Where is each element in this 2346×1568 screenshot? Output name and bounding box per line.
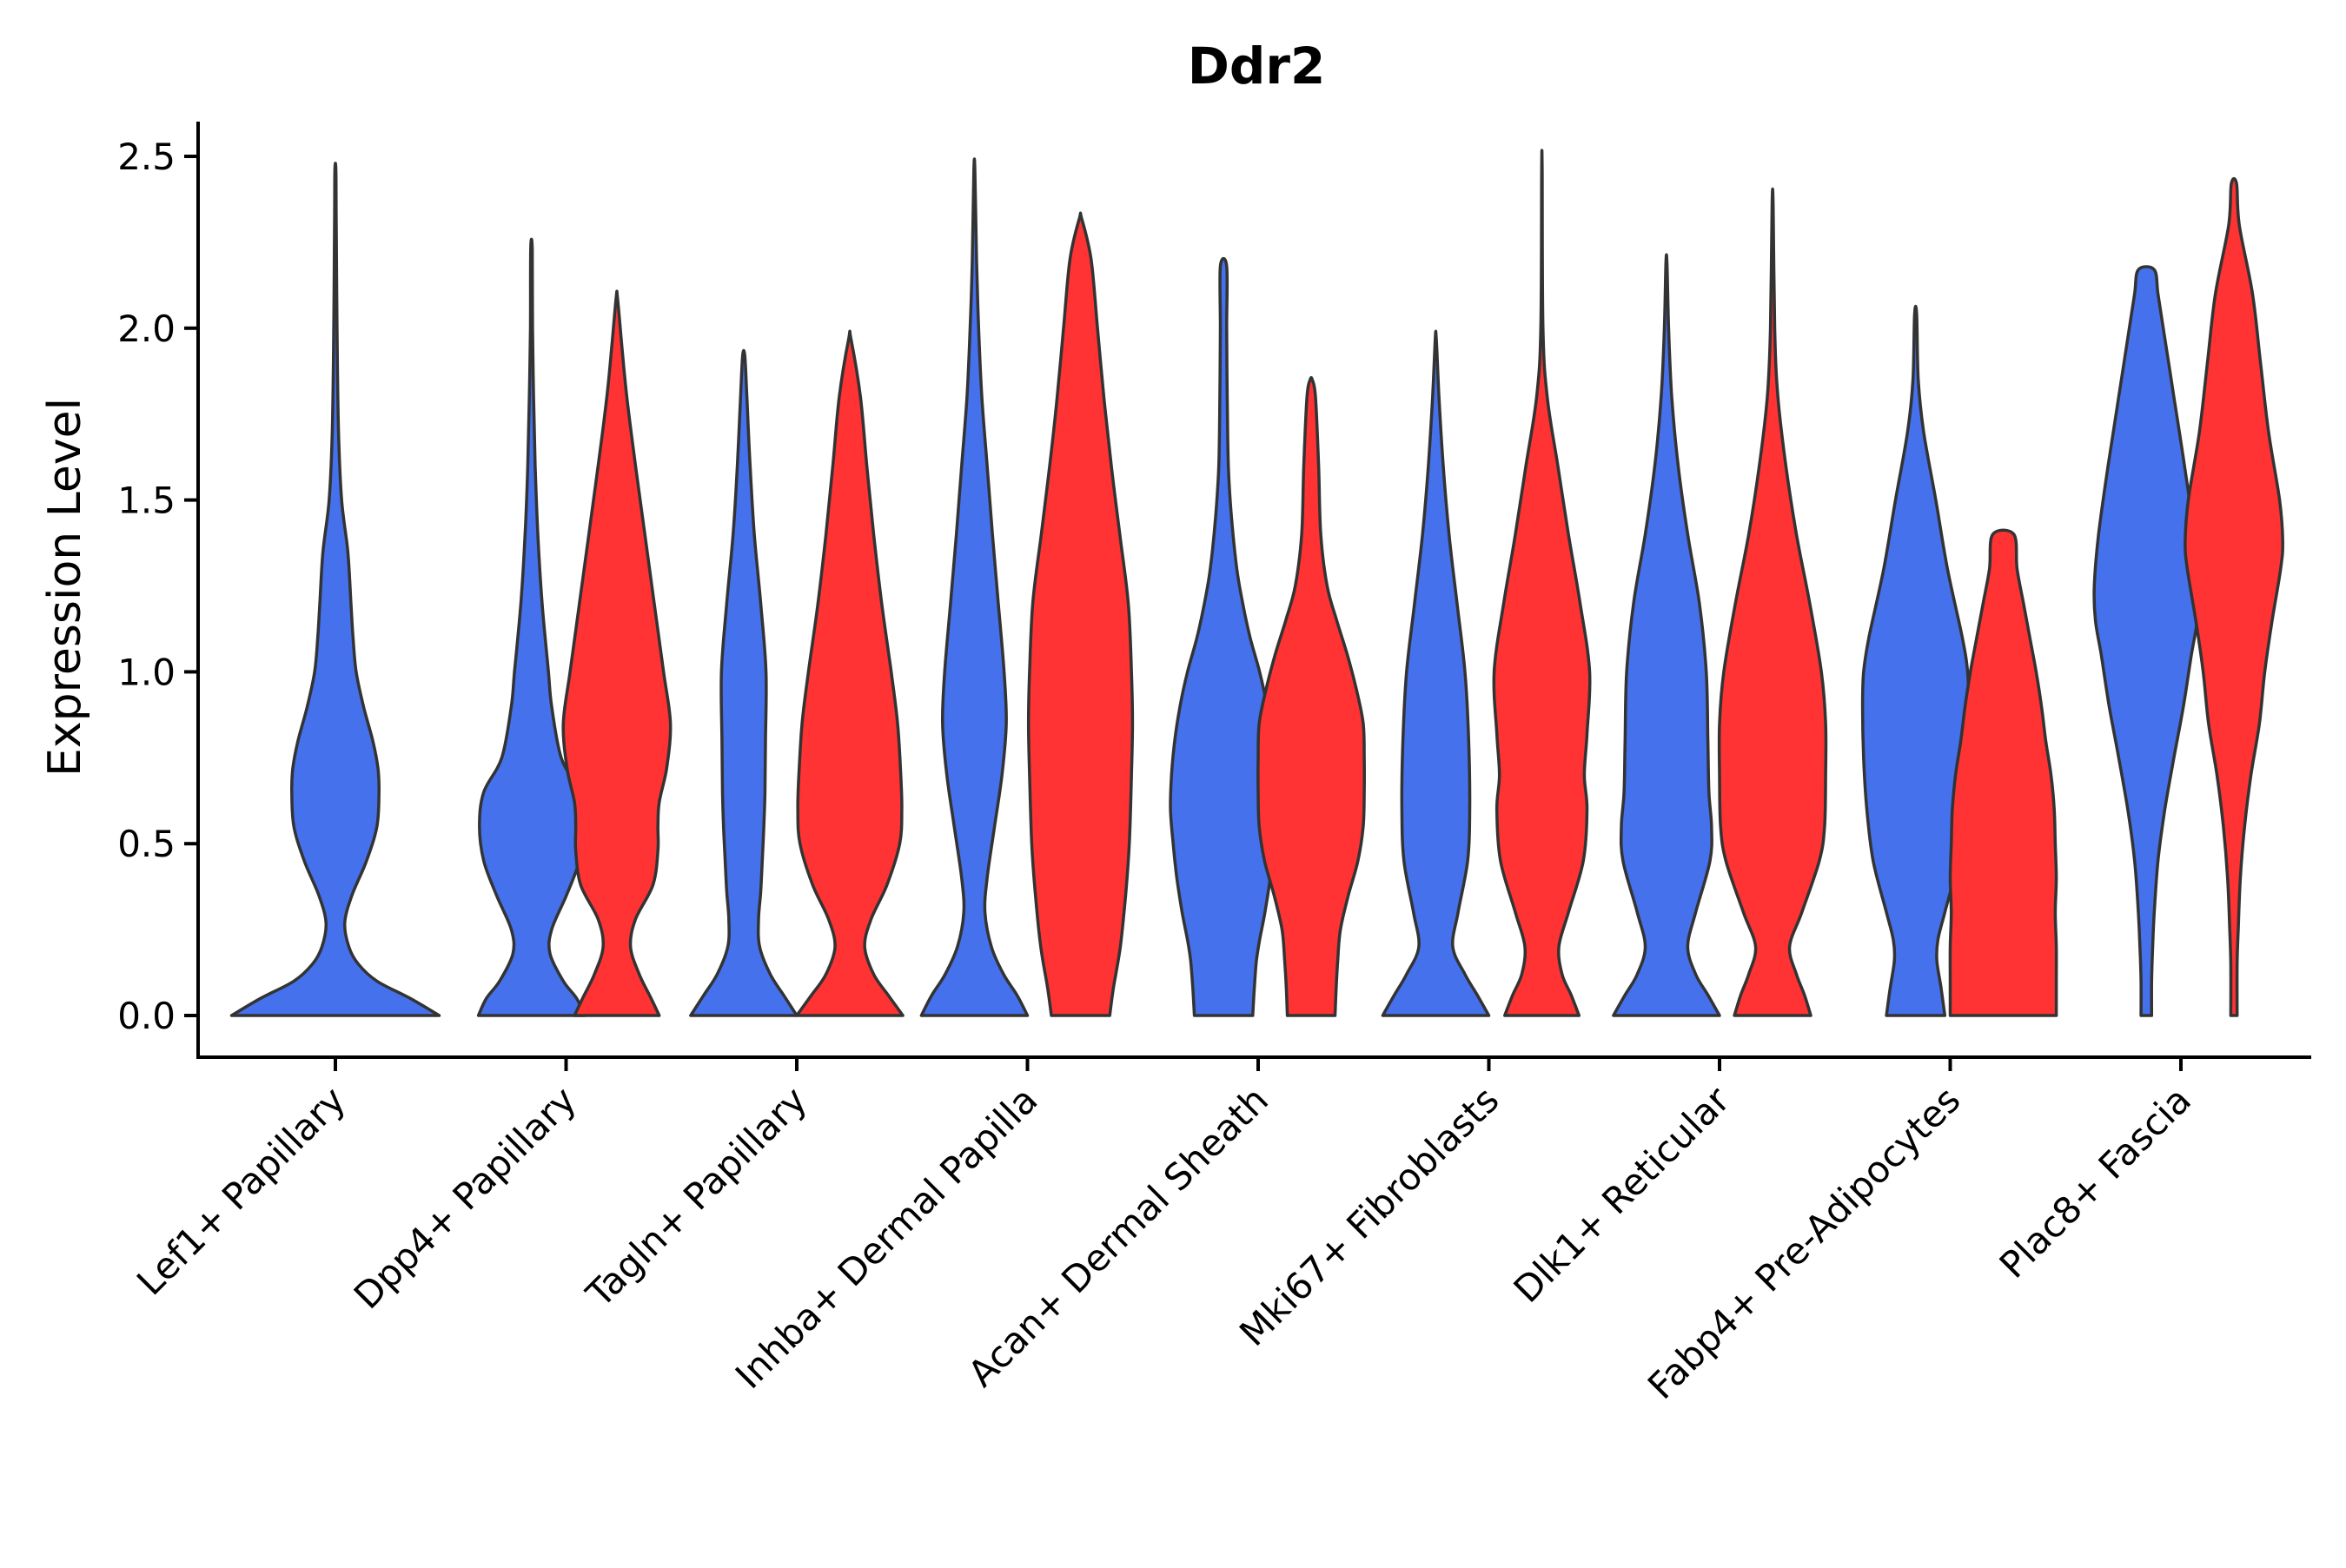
violin-6-red (1492, 149, 1592, 1017)
violin-4-blue (919, 157, 1030, 1017)
y-axis-label: Expression Level (39, 398, 91, 777)
violin-6-blue (1381, 329, 1491, 1017)
violin-9-red (2184, 176, 2284, 1017)
y-axis: 0.0 0.5 1.0 1.5 2.0 2.5 (117, 122, 200, 1059)
x-tick-label: Dlk1+ Reticular (1506, 1078, 1739, 1311)
violin-4-red (1026, 211, 1135, 1017)
violin-7-blue (1612, 253, 1721, 1017)
x-tick-label: Tagln+ Papillary (578, 1078, 815, 1315)
x-tick-label: Mki67+ Fibroblasts (1231, 1078, 1507, 1353)
y-tick-label: 2.5 (117, 136, 176, 178)
x-tick-label: Plac8+ Fascia (1991, 1078, 2199, 1286)
violin-2-blue (476, 237, 586, 1017)
x-tick-label: Lef1+ Papillary (129, 1078, 354, 1303)
violin-5-blue (1169, 256, 1279, 1017)
violin-2-red (561, 289, 673, 1017)
y-tick-label: 0.0 (117, 995, 176, 1037)
violin-7-red (1717, 187, 1828, 1017)
y-tick-label: 1.0 (117, 651, 176, 693)
chart-title: Ddr2 (1188, 36, 1326, 96)
y-tick-label: 1.5 (117, 480, 176, 522)
y-tick-label: 0.5 (117, 823, 176, 865)
violin-3-red (795, 329, 905, 1017)
violin-1-blue (229, 162, 441, 1017)
violin-3-blue (689, 348, 799, 1017)
violin-5-red (1256, 375, 1366, 1017)
violin-8-red (1948, 528, 2058, 1017)
violin-9-blue (2092, 265, 2200, 1017)
violins-group (229, 149, 2284, 1017)
y-tick-label: 2.0 (117, 308, 176, 350)
x-tick-label: Dpp4+ Papillary (346, 1078, 585, 1317)
